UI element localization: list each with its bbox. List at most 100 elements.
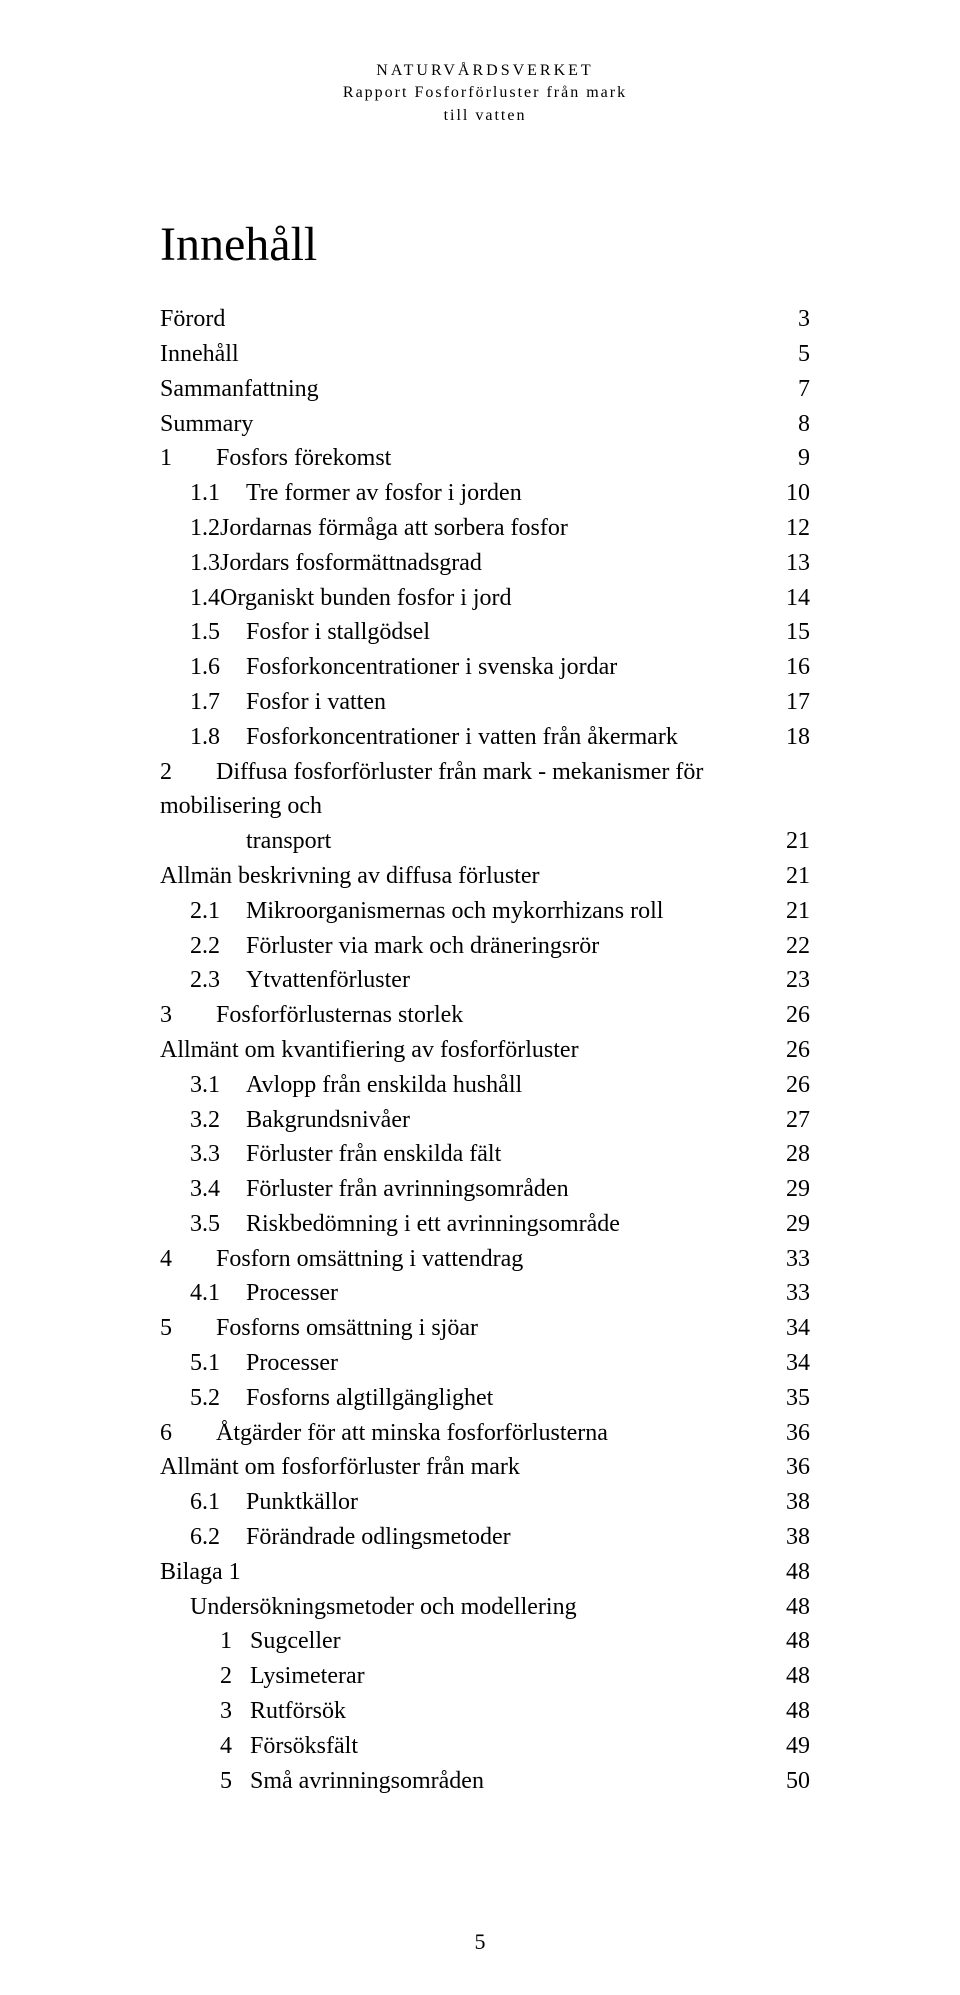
toc-entry-number: 4 [160,1242,216,1277]
table-of-contents: Förord3Innehåll5Sammanfattning7Summary81… [160,302,810,1798]
toc-row: 1.7Fosfor i vatten17 [160,685,810,720]
toc-entry-title: Försöksfält [250,1733,358,1759]
toc-row: 6.1Punktkällor38 [160,1485,810,1520]
toc-label: 2.1Mikroorganismernas och mykorrhizans r… [160,894,770,929]
toc-row: 3Rutförsök48 [160,1694,810,1729]
toc-entry-title: Allmänt om kvantifiering av fosforförlus… [160,1037,579,1063]
toc-entry-title: Tre former av fosfor i jorden [246,480,522,506]
toc-label: transport [160,824,770,859]
toc-entry-page: 38 [770,1520,810,1555]
toc-entry-page: 15 [770,615,810,650]
toc-entry-number: 1.8 [190,720,246,755]
toc-entry-number: 2 [220,1659,250,1694]
toc-entry-title: Undersökningsmetoder och modellering [190,1594,577,1620]
toc-entry-page: 48 [770,1555,810,1590]
toc-entry-title: Fosfor i vatten [246,689,386,715]
toc-label: 3.4Förluster från avrinningsområden [160,1172,770,1207]
toc-entry-page: 18 [770,720,810,755]
toc-row: Allmänt om kvantifiering av fosforförlus… [160,1033,810,1068]
toc-entry-title: Åtgärder för att minska fosforförlustern… [216,1420,608,1446]
toc-row: 4Fosforn omsättning i vattendrag33 [160,1242,810,1277]
toc-row: 2.1Mikroorganismernas och mykorrhizans r… [160,894,810,929]
toc-entry-title: Mikroorganismernas och mykorrhizans roll [246,898,663,924]
toc-row: 3.3Förluster från enskilda fält28 [160,1137,810,1172]
toc-entry-page: 21 [770,859,810,894]
toc-label: 2.3Ytvattenförluster [160,963,770,998]
toc-entry-page: 3 [770,302,810,337]
toc-row: 2Diffusa fosforförluster från mark - mek… [160,755,810,825]
toc-entry-title: Sammanfattning [160,376,319,402]
toc-entry-number: 1.3 [190,550,220,576]
toc-entry-number: 3 [160,998,216,1033]
toc-label: 1.7Fosfor i vatten [160,685,770,720]
toc-entry-number: 4.1 [190,1276,246,1311]
toc-entry-number: 3.4 [190,1172,246,1207]
toc-label: Summary [160,407,770,442]
toc-entry-page: 26 [770,998,810,1033]
toc-entry-page: 48 [770,1659,810,1694]
toc-entry-number: 3.1 [190,1068,246,1103]
toc-entry-title: Fosforkoncentrationer i svenska jordar [246,654,617,680]
toc-label: 3Fosforförlusternas storlek [160,998,770,1033]
toc-entry-title: Fosforns omsättning i sjöar [216,1315,478,1341]
toc-entry-page: 21 [770,894,810,929]
toc-entry-page: 21 [770,824,810,859]
toc-entry-title: Sugceller [250,1628,341,1654]
toc-label: 3Rutförsök [160,1694,770,1729]
toc-entry-page: 16 [770,650,810,685]
toc-label: 2Diffusa fosforförluster från mark - mek… [160,755,770,825]
toc-entry-title: Punktkällor [246,1489,358,1515]
toc-row: 2.2Förluster via mark och dräneringsrör2… [160,929,810,964]
toc-label: Undersökningsmetoder och modellering [160,1590,770,1625]
toc-entry-page: 14 [770,581,810,616]
toc-entry-page: 48 [770,1590,810,1625]
toc-entry-page: 8 [770,407,810,442]
toc-entry-number: 6.2 [190,1520,246,1555]
toc-entry-number: 3.5 [190,1207,246,1242]
toc-entry-title: Allmänt om fosforförluster från mark [160,1454,520,1480]
toc-label: 5Fosforns omsättning i sjöar [160,1311,770,1346]
toc-entry-number: 2 [160,755,216,790]
toc-entry-page: 34 [770,1346,810,1381]
toc-entry-number: 1.6 [190,650,246,685]
running-header: NATURVÅRDSVERKET Rapport Fosforförluster… [160,60,810,127]
toc-label: 4Fosforn omsättning i vattendrag [160,1242,770,1277]
page-number: 5 [0,1929,960,1955]
toc-row: 1.4Organiskt bunden fosfor i jord14 [160,581,810,616]
toc-entry-number: 3.2 [190,1103,246,1138]
toc-entry-page: 7 [770,372,810,407]
toc-row: 1.2Jordarnas förmåga att sorbera fosfor1… [160,511,810,546]
toc-entry-page: 50 [770,1764,810,1799]
toc-row: 1.8Fosforkoncentrationer i vatten från å… [160,720,810,755]
toc-row: 3.2Bakgrundsnivåer27 [160,1103,810,1138]
toc-entry-number: 1 [220,1624,250,1659]
toc-entry-page: 33 [770,1242,810,1277]
toc-row: 5.2Fosforns algtillgänglighet35 [160,1381,810,1416]
toc-label: Bilaga 1 [160,1555,770,1590]
toc-row: 5.1Processer34 [160,1346,810,1381]
toc-row: Undersökningsmetoder och modellering 48 [160,1590,810,1625]
toc-label: 1.2Jordarnas förmåga att sorbera fosfor [160,511,770,546]
toc-label: 1Fosfors förekomst [160,441,770,476]
toc-entry-page: 12 [770,511,810,546]
toc-entry-page: 9 [770,441,810,476]
toc-row: 1Fosfors förekomst9 [160,441,810,476]
toc-entry-page: 36 [770,1450,810,1485]
toc-row: 3.4Förluster från avrinningsområden29 [160,1172,810,1207]
toc-entry-title: Ytvattenförluster [246,967,410,993]
toc-row: 5Små avrinningsområden50 [160,1764,810,1799]
toc-entry-number: 1.1 [190,476,246,511]
toc-row: Bilaga 148 [160,1555,810,1590]
toc-entry-title: Små avrinningsområden [250,1768,484,1794]
toc-label: Innehåll [160,337,770,372]
toc-row: 1.6Fosforkoncentrationer i svenska jorda… [160,650,810,685]
toc-label: 5.1Processer [160,1346,770,1381]
toc-entry-page: 38 [770,1485,810,1520]
toc-label: 5Små avrinningsområden [160,1764,770,1799]
toc-entry-title: Riskbedömning i ett avrinningsområde [246,1211,620,1237]
toc-label: 5.2Fosforns algtillgänglighet [160,1381,770,1416]
toc-entry-number: 5 [220,1764,250,1799]
toc-label: 3.5Riskbedömning i ett avrinningsområde [160,1207,770,1242]
toc-label: 6Åtgärder för att minska fosforförluster… [160,1416,770,1451]
toc-entry-page: 26 [770,1033,810,1068]
